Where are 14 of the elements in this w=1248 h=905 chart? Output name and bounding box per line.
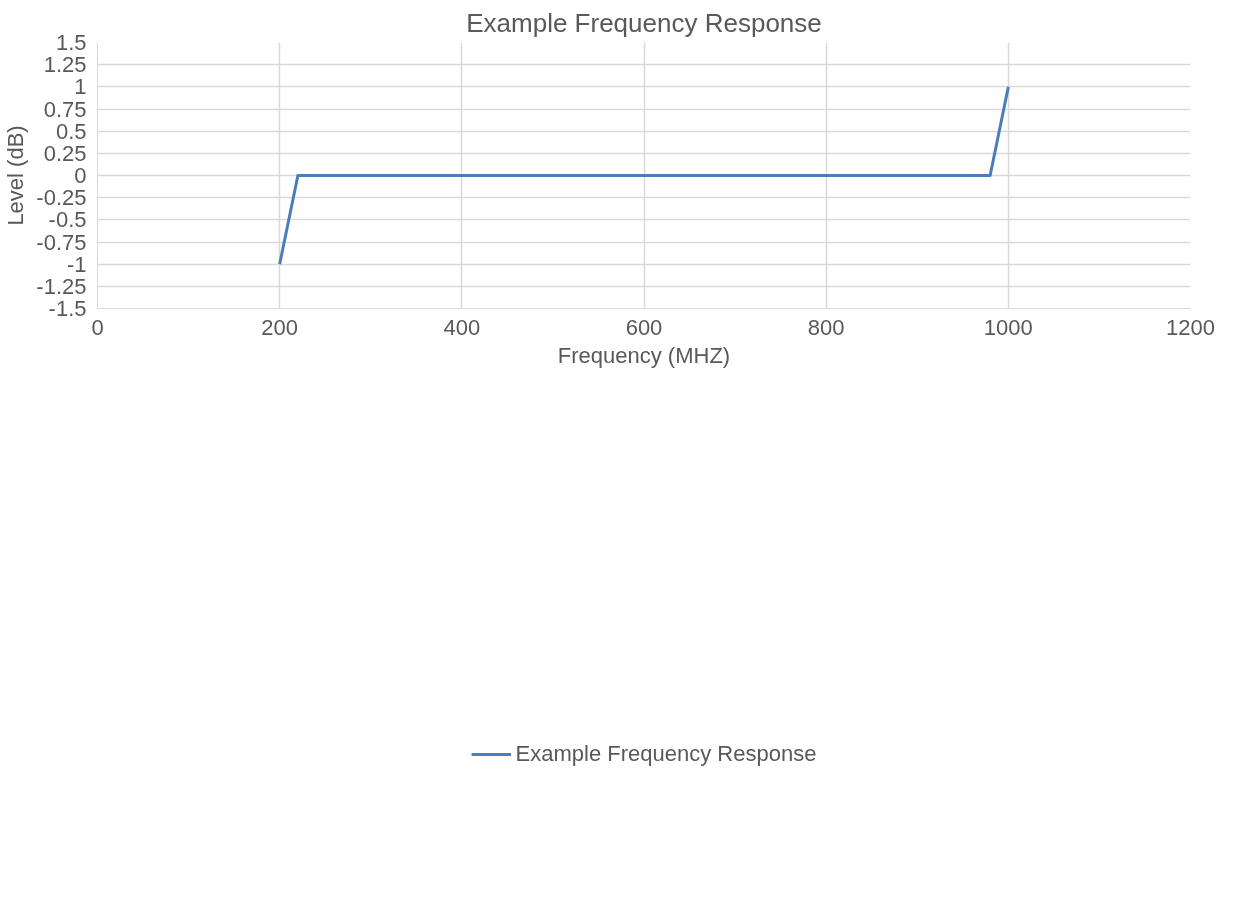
x-axis-title: Frequency (MHZ) — [557, 342, 731, 368]
x-tick-label: 400 — [443, 314, 481, 340]
y-tick-label: 0 — [74, 163, 87, 188]
x-tick-label: 1000 — [983, 314, 1033, 340]
chart-title: Example Frequency Response — [466, 7, 822, 38]
x-tick-label: 0 — [91, 314, 104, 340]
y-tick-label: 1.5 — [55, 30, 87, 55]
y-axis-title: Level (dB) — [3, 125, 29, 226]
x-tick-label: 1200 — [1166, 314, 1215, 340]
x-tick-label: 600 — [625, 314, 663, 340]
x-tick-label: 800 — [807, 314, 845, 340]
y-tick-label: -1.5 — [48, 296, 87, 321]
x-tick-label: 200 — [261, 314, 299, 340]
legend-label: Example Frequency Response — [515, 740, 817, 767]
